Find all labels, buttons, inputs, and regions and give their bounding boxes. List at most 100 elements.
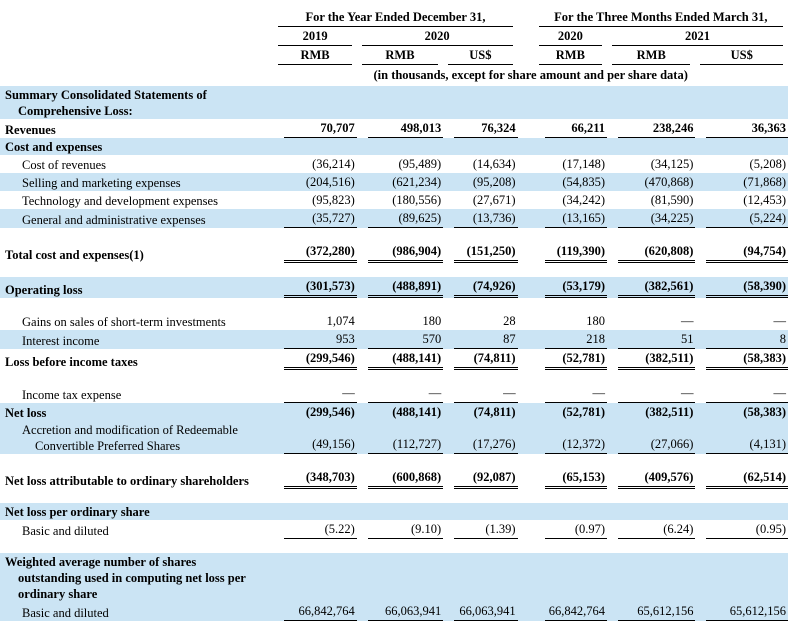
value: (92,087) — [454, 469, 518, 489]
value-cell: (92,087) — [443, 468, 518, 489]
value-cell: (372,280) — [273, 242, 357, 263]
value: 218 — [544, 331, 608, 349]
value: (49,156) — [284, 436, 357, 454]
value: 28 — [503, 314, 516, 328]
value-cell: (986,904) — [357, 242, 444, 263]
value: (0.97) — [544, 521, 608, 539]
currency-header: RMB — [357, 46, 443, 65]
row-label-line: Summary Consolidated Statements of — [5, 88, 207, 102]
value: (27,671) — [472, 193, 516, 207]
value: (488,891) — [367, 278, 444, 298]
value-cell: 953 — [273, 330, 357, 349]
three-months-group-header: For the Three Months Ended March 31, — [534, 8, 788, 27]
value: (74,811) — [454, 350, 518, 370]
spacer-cell — [0, 454, 788, 468]
value-cell: (65,153) — [534, 468, 608, 489]
spacer-cell — [0, 539, 788, 553]
value: — — [773, 314, 787, 328]
value: 570 — [367, 331, 444, 349]
value-cell: (27,671) — [443, 191, 517, 209]
value: 66,211 — [544, 120, 608, 138]
row-label-line: Interest income — [22, 334, 100, 348]
value-cell: 180 — [357, 312, 443, 330]
value-cell: (204,516) — [273, 173, 356, 191]
value: 66,063,941 — [454, 603, 518, 621]
value: (14,634) — [472, 157, 516, 171]
column-gap — [518, 553, 534, 602]
year-label: 2019 — [278, 27, 352, 46]
value: (89,625) — [367, 210, 444, 228]
currency-header: US$ — [695, 46, 788, 65]
spacer-row — [0, 370, 788, 384]
value-cell: (5,208) — [695, 155, 788, 173]
table-row: Operating loss (301,573) (488,891) (74,926)… — [0, 277, 788, 298]
row-label-line: Accretion and modification of Redeemable — [22, 423, 238, 437]
value-cell: (12,372) — [534, 421, 608, 454]
header-label-spacer — [0, 65, 273, 86]
row-label: Weighted average number of shares outstan… — [0, 553, 273, 602]
value-cell — [273, 86, 356, 119]
value-cell: (348,703) — [273, 468, 357, 489]
value-cell: (9.10) — [357, 520, 444, 539]
table-row: Technology and development expenses (95,8… — [0, 191, 788, 209]
value: 51 — [618, 331, 696, 349]
value-cell: (34,125) — [607, 155, 695, 173]
value: (34,125) — [650, 157, 694, 171]
value: (95,489) — [398, 157, 442, 171]
quarter-2021-header: 2021 — [607, 27, 788, 46]
row-label-line: Net loss attributable to ordinary shareh… — [5, 474, 249, 488]
table-row: General and administrative expenses (35,7… — [0, 209, 788, 228]
value-cell: (488,141) — [357, 403, 443, 421]
value-cell: — — [357, 384, 444, 403]
value-cell — [695, 503, 788, 520]
value: 65,612,156 — [618, 603, 696, 621]
table-row: Income tax expense — — — — — — — [0, 384, 788, 403]
row-label-line: Basic and diluted — [22, 524, 109, 538]
value: (470,868) — [644, 175, 694, 189]
year-row: 2019 2020 2020 2021 — [0, 27, 788, 46]
value-cell: (52,781) — [534, 349, 608, 370]
header-label-spacer — [0, 8, 273, 27]
value-cell: 66,063,941 — [357, 602, 444, 621]
value: (204,516) — [305, 175, 355, 189]
row-label-line: Selling and marketing expenses — [22, 176, 181, 190]
value-cell: 66,211 — [534, 119, 608, 138]
value-cell: 51 — [607, 330, 696, 349]
spacer-cell — [0, 489, 788, 503]
year-label: 2020 — [361, 27, 513, 46]
value-cell: (95,823) — [273, 191, 356, 209]
table-row: Summary Consolidated Statements of Compre… — [0, 86, 788, 119]
table-row: Selling and marketing expenses (204,516) (… — [0, 173, 788, 191]
three-months-group-label: For the Three Months Ended March 31, — [538, 8, 783, 27]
year-label: 2020 — [538, 27, 603, 46]
row-label: Basic and diluted — [0, 520, 273, 539]
value: 180 — [586, 314, 606, 328]
value-cell: — — [607, 384, 696, 403]
row-label: Cost and expenses — [0, 138, 273, 155]
value-cell: (409,576) — [607, 468, 696, 489]
column-gap — [518, 173, 534, 191]
row-label-line: Net loss per ordinary share — [5, 505, 150, 519]
column-gap — [518, 520, 534, 539]
currency-label: RMB — [612, 46, 691, 65]
row-label-line: Comprehensive Loss: — [18, 104, 133, 118]
row-label-line: Cost of revenues — [22, 158, 107, 172]
value-cell: (13,736) — [443, 209, 518, 228]
row-label: Revenues — [0, 119, 273, 138]
row-label-line: Income tax expense — [22, 388, 122, 402]
value-cell — [534, 138, 607, 155]
value-cell: 66,842,764 — [273, 602, 357, 621]
value: (151,250) — [454, 243, 518, 263]
table-row: Basic and diluted (5.22) (9.10) (1.39) (0.97… — [0, 520, 788, 539]
value-cell: (5.22) — [273, 520, 357, 539]
currency-label: US$ — [700, 46, 783, 65]
row-label: Gains on sales of short-term investments — [0, 312, 273, 330]
value: (382,511) — [645, 405, 694, 419]
value: (348,703) — [284, 469, 357, 489]
value: — — [284, 385, 357, 403]
value: 70,707 — [284, 120, 357, 138]
value-cell: (488,891) — [357, 277, 444, 298]
value-cell: 36,363 — [695, 119, 788, 138]
row-label-line: General and administrative expenses — [22, 213, 206, 227]
value-cell — [357, 553, 443, 602]
